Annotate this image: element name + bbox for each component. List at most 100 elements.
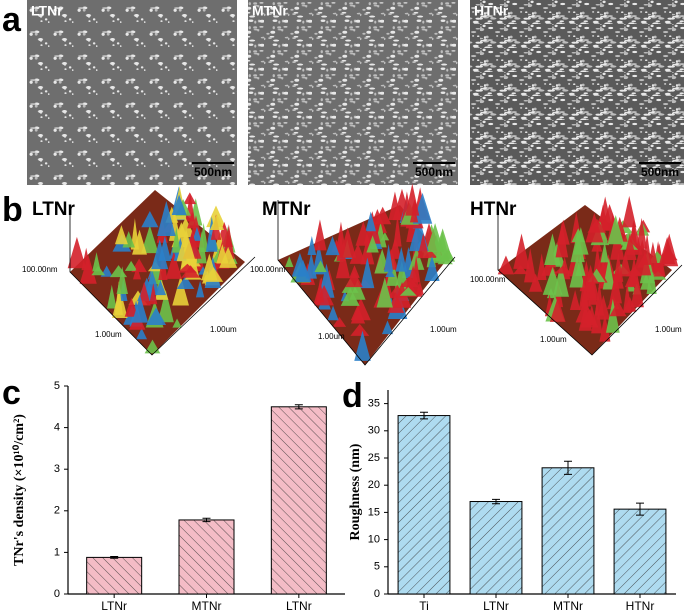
- surface-peak: [569, 290, 581, 310]
- surface-peak: [588, 275, 598, 305]
- surface-peak: [345, 270, 363, 288]
- x-axis-label: 1.00um: [95, 330, 122, 339]
- surface-peak: [405, 183, 420, 216]
- surface-peak: [360, 257, 375, 289]
- surface-peak: [349, 265, 360, 278]
- surface-peak: [136, 328, 148, 340]
- surface-peak: [132, 295, 149, 323]
- surface-peak: [513, 265, 528, 275]
- surface-peak: [350, 297, 371, 321]
- surface-peak: [165, 251, 182, 279]
- image-label: MTNr: [252, 3, 288, 19]
- surface-peak: [399, 287, 417, 296]
- surface-peak: [332, 316, 347, 327]
- surface-peak: [536, 253, 547, 281]
- x-axis-label: 1.00um: [318, 332, 345, 341]
- panel-label: d: [342, 377, 363, 415]
- surface-peak: [285, 256, 294, 267]
- surface-peak: [633, 239, 652, 276]
- y-tick-label: 5: [54, 380, 60, 392]
- surface-peak: [622, 282, 632, 313]
- surface-peak: [67, 236, 87, 269]
- surface-peak: [622, 195, 637, 228]
- surface-peak: [176, 229, 196, 262]
- y-tick-label: 5: [374, 561, 380, 573]
- error-bar: [294, 404, 303, 410]
- x-tick-label: MTNr: [192, 599, 222, 613]
- panel-label: b: [2, 191, 23, 229]
- surface-peak: [325, 235, 340, 256]
- y-tick-label: 0: [374, 588, 380, 600]
- y-tick-label: 30: [368, 425, 380, 437]
- x-axis-label: 1.00um: [540, 335, 567, 344]
- surface-peak: [597, 196, 613, 231]
- surface-peak: [381, 320, 394, 335]
- bar: [541, 467, 595, 595]
- surface-peak: [599, 313, 611, 342]
- surface-peak: [578, 276, 589, 311]
- bar: [270, 406, 327, 595]
- y-axis-label: 1.00um: [655, 325, 682, 334]
- afm-axes: [277, 200, 456, 366]
- surface-peak: [171, 194, 187, 215]
- y-tick-label: 35: [368, 398, 380, 410]
- x-tick-label: HTNr: [626, 599, 655, 613]
- surface-peak: [426, 223, 445, 252]
- scale-bar-label: 500nm: [641, 165, 679, 179]
- y-tick-label: 0: [54, 588, 60, 600]
- surface-peak: [141, 225, 159, 254]
- surface-peak: [339, 227, 357, 258]
- surface-peak: [385, 268, 395, 278]
- y-tick-label: 20: [368, 479, 380, 491]
- surface-peak: [195, 280, 205, 298]
- surface-peak: [354, 330, 371, 361]
- surface-peak: [106, 284, 117, 309]
- surface-peak: [157, 289, 174, 323]
- surface-peak: [552, 263, 569, 297]
- surface-peak: [395, 247, 408, 272]
- afm-label: MTNr: [262, 199, 311, 220]
- surface-peak: [399, 276, 419, 287]
- surface-peak: [609, 270, 622, 304]
- y-tick-label: 1: [54, 546, 60, 558]
- surface-peak: [528, 273, 543, 292]
- surface-peak: [124, 297, 139, 317]
- y-axis-label: 1.00um: [430, 325, 457, 334]
- surface-peak: [114, 280, 123, 315]
- z-axis-label: 100.00nm: [250, 265, 286, 274]
- surface-peak: [141, 210, 159, 228]
- sem-image: [470, 0, 684, 185]
- surface-peak: [593, 244, 602, 275]
- surface-peak: [554, 265, 572, 274]
- scale-bar-label: 500nm: [194, 165, 232, 179]
- surface-peak: [313, 219, 327, 251]
- surface-peak: [549, 297, 566, 322]
- x-tick-label: MTNr: [553, 599, 583, 613]
- bar: [469, 501, 523, 595]
- bar: [613, 508, 667, 595]
- surface-peak: [497, 255, 515, 275]
- error-bar: [110, 556, 119, 559]
- surface-peak: [172, 227, 181, 253]
- error-bar: [636, 502, 644, 516]
- surface-peak: [619, 251, 632, 277]
- sem-image: [27, 0, 237, 185]
- surface-peak: [630, 274, 644, 308]
- surface-peak: [132, 265, 142, 280]
- surface-peak: [307, 236, 317, 256]
- surface-peak: [124, 260, 138, 271]
- surface-peak: [144, 270, 161, 295]
- y-tick-label: 15: [368, 506, 380, 518]
- surface-peak: [172, 275, 189, 306]
- surface-peak: [596, 295, 611, 320]
- surface-peak: [388, 191, 402, 220]
- surface-peak: [209, 214, 225, 231]
- surface-peak: [424, 256, 440, 282]
- surface-peak: [157, 200, 176, 237]
- surface-peak: [417, 233, 430, 259]
- image-label: HTNr: [474, 3, 509, 19]
- surface-peak: [524, 247, 537, 283]
- surface-peak: [177, 263, 198, 273]
- surface-peak: [374, 206, 392, 225]
- afm-label: HTNr: [470, 199, 517, 220]
